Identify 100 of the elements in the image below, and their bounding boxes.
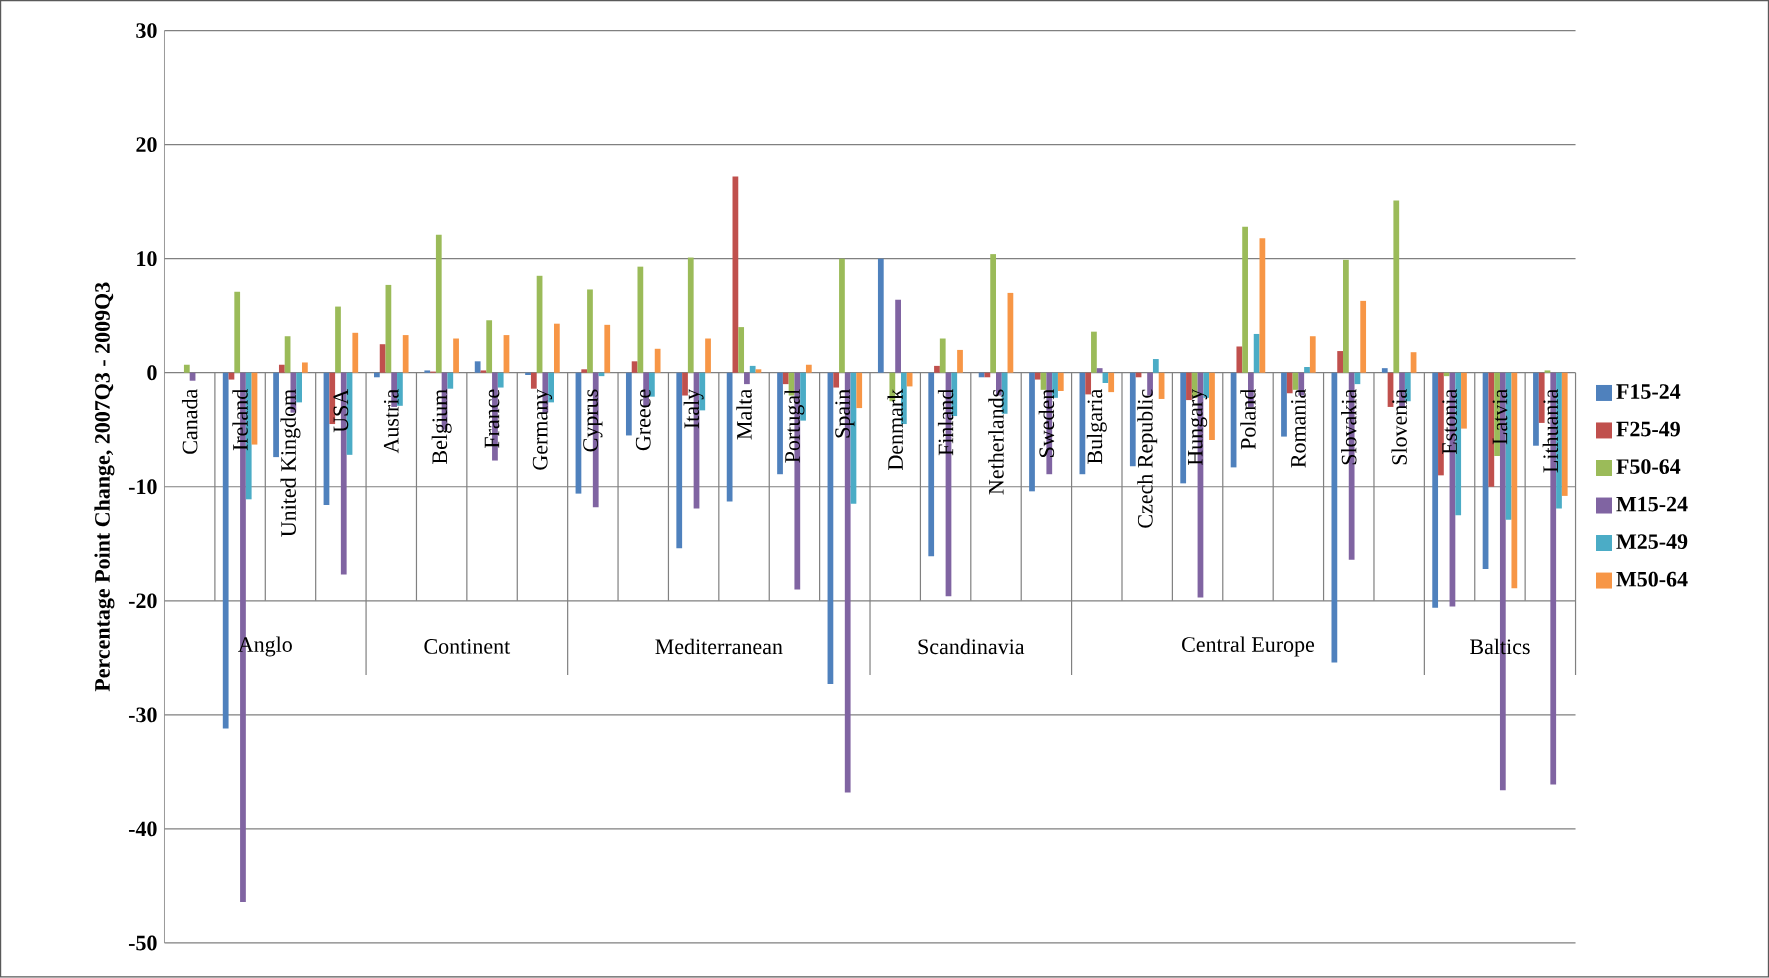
x-tick-label: Italy	[683, 389, 704, 429]
bar	[1096, 368, 1103, 373]
legend-label: F15-24	[1616, 384, 1681, 400]
x-tick-label: Bulgaria	[1086, 389, 1107, 465]
x-tick-label: Poland	[1240, 389, 1256, 450]
x-tick-label: Canada	[181, 389, 198, 455]
x-tick-label: Germany	[532, 389, 553, 470]
x-tick-label: Slovenia	[1391, 389, 1407, 465]
bar	[755, 369, 762, 373]
bar	[1108, 372, 1115, 393]
bar	[587, 289, 593, 373]
x-tick-label: Belgium	[431, 389, 452, 465]
bar	[839, 258, 845, 373]
bar	[1057, 372, 1064, 392]
bar	[228, 372, 235, 380]
x-tick-label: Greece	[635, 389, 651, 451]
bar	[1209, 372, 1215, 441]
x-tick-label: Romania	[1291, 389, 1306, 468]
x-tick-label: USA	[333, 389, 349, 433]
bar	[895, 299, 901, 373]
bar	[1432, 372, 1439, 608]
bar	[637, 266, 644, 373]
bar	[302, 362, 308, 373]
x-tick-label: Cyprus	[583, 389, 603, 452]
y-tick-label: -10	[128, 479, 157, 495]
x-tick-label: Czech Republic	[1137, 389, 1158, 528]
y-tick-label: -40	[128, 821, 157, 837]
bar	[1304, 367, 1310, 373]
bar	[833, 372, 840, 388]
annotation: Scandinavia	[918, 638, 1025, 655]
bar	[1533, 372, 1539, 446]
bar	[957, 350, 963, 373]
bar	[397, 372, 403, 407]
bar	[1309, 336, 1316, 373]
bar	[1360, 301, 1367, 373]
bar	[928, 372, 935, 557]
bar	[1511, 372, 1518, 589]
bar	[1129, 372, 1136, 467]
bar	[990, 254, 997, 373]
bar	[435, 234, 442, 373]
bar	[1253, 334, 1260, 373]
x-tick-label: Latvia	[1492, 389, 1508, 445]
annotation: Continent	[424, 639, 511, 655]
x-tick-label: Hungary	[1188, 389, 1208, 466]
bar	[625, 372, 632, 436]
x-tick-label: Sweden	[1038, 389, 1055, 458]
bar	[805, 364, 812, 373]
bar	[1393, 200, 1400, 373]
bar	[273, 372, 279, 458]
bar	[379, 344, 386, 373]
bar	[1286, 372, 1293, 394]
bar	[1544, 370, 1551, 373]
bar	[738, 327, 745, 373]
legend-label: F50-64	[1616, 459, 1681, 475]
bar	[1381, 368, 1388, 373]
y-tick-label: -50	[128, 935, 157, 951]
bar	[402, 335, 409, 373]
y-tick-label: 0	[147, 365, 157, 381]
bar	[631, 361, 638, 373]
bar	[777, 372, 783, 475]
bar	[1052, 372, 1058, 399]
annotation: Mediterranean	[655, 638, 783, 655]
bar	[352, 333, 359, 373]
y-tick-label: 20	[136, 137, 157, 153]
bar	[1561, 372, 1568, 497]
bar	[474, 361, 481, 373]
bar	[1461, 372, 1467, 429]
bar	[222, 372, 229, 729]
legend-label: F25-49	[1616, 421, 1680, 437]
bar	[1438, 372, 1444, 476]
bar	[453, 338, 459, 373]
bar	[1091, 331, 1097, 373]
bar	[424, 370, 431, 373]
x-tick-label: United Kingdom	[280, 389, 301, 537]
x-tick-label: Slovakia	[1341, 389, 1357, 465]
bar	[480, 370, 487, 373]
x-tick-label: Malta	[736, 389, 752, 440]
bar	[1331, 372, 1338, 663]
x-tick-label: Denmark	[887, 389, 903, 471]
bar	[1556, 372, 1562, 509]
bar	[553, 323, 560, 373]
bar	[676, 372, 683, 549]
x-tick-label: Netherlands	[988, 389, 1004, 495]
y-tick-label: -20	[128, 593, 157, 609]
x-tick-label: France	[484, 389, 500, 449]
legend-label: M15-24	[1616, 496, 1688, 512]
bar	[934, 366, 940, 373]
bar	[373, 372, 380, 378]
bar	[1455, 372, 1462, 516]
y-axis-title: Percentage Point Change, 2007Q3 - 2009Q3	[94, 282, 115, 692]
bar	[486, 320, 493, 373]
bar	[749, 366, 756, 373]
bar	[687, 257, 694, 373]
bar	[1343, 260, 1349, 373]
bar	[984, 372, 991, 378]
y-tick-label: 10	[137, 251, 157, 267]
bar	[744, 372, 750, 385]
x-tick-label: Austria	[383, 389, 399, 454]
x-tick-label: Estonia	[1442, 389, 1457, 455]
bar	[726, 372, 733, 502]
